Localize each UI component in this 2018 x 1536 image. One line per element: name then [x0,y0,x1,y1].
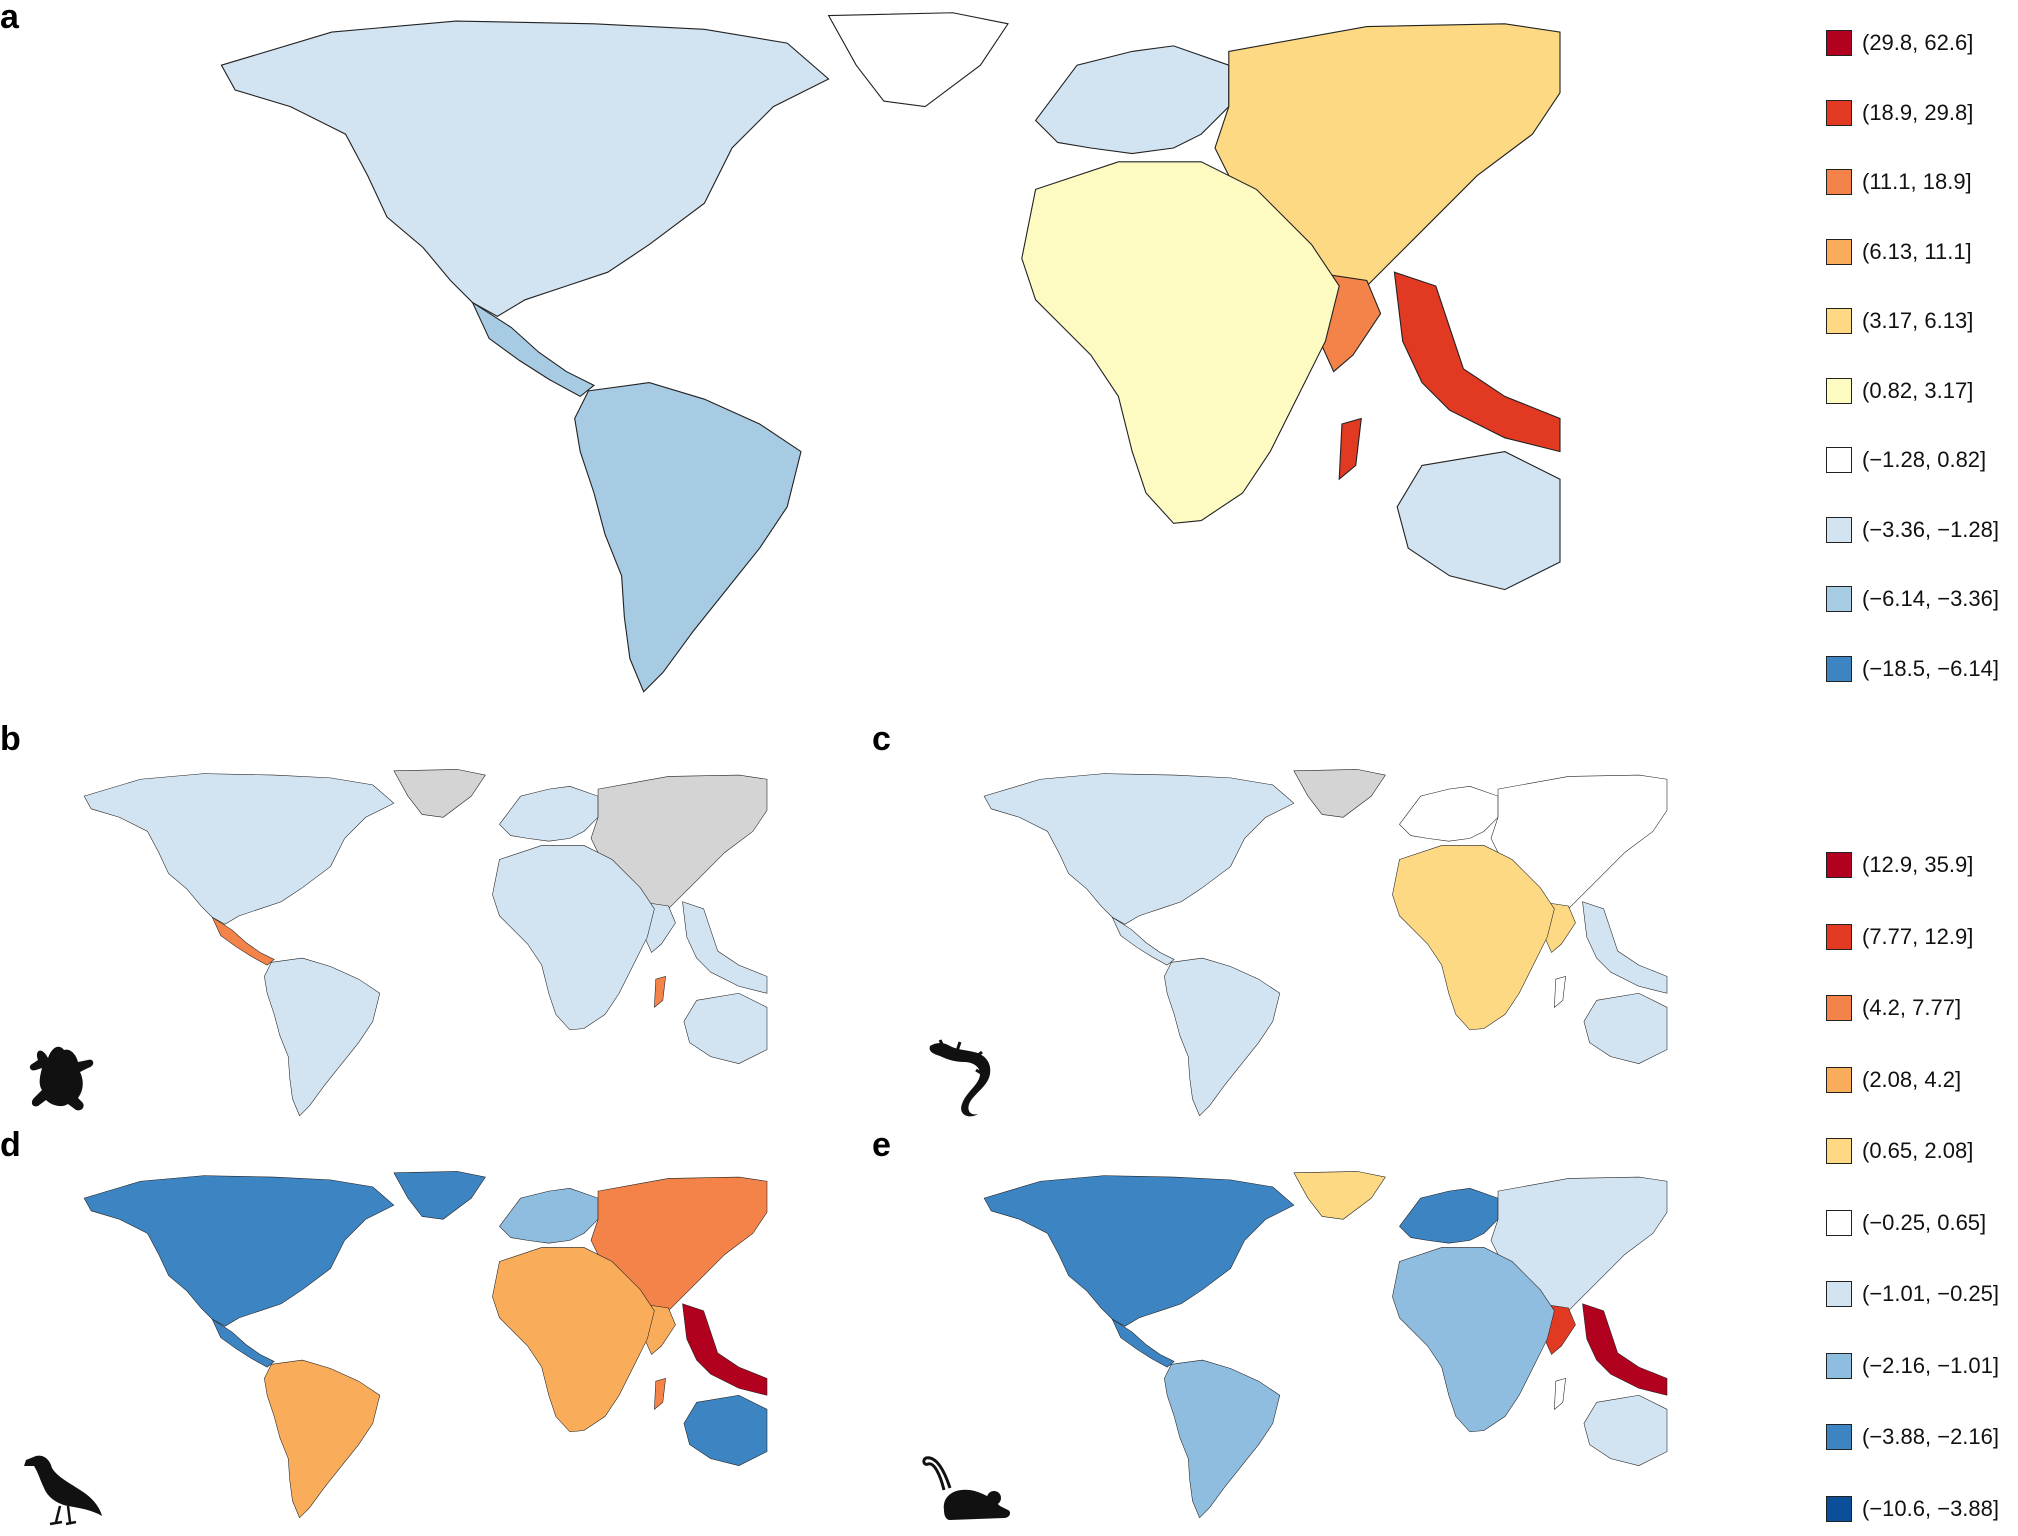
land-madagascar [654,975,666,1008]
legend-swatch [1826,99,1852,126]
land-northAmerica [220,20,830,317]
land-centralAmerica [211,1318,275,1368]
panel-label-e: e [872,1126,891,1164]
land-australia [1396,451,1561,591]
land-australia [1583,1394,1668,1466]
legend-label: (−3.36, −1.28] [1862,516,1999,542]
legend-swatch [1826,1424,1852,1450]
land-southAmerica [1164,1359,1281,1519]
legend-swatch [1826,1352,1852,1379]
land-africa [492,1247,655,1433]
panel-label-d: d [0,1126,21,1164]
land-madagascar [1554,975,1566,1008]
legend-swatch [1826,1495,1852,1522]
land-northAmerica [83,1175,395,1327]
land-seasia [682,901,768,994]
land-seasia [682,1303,768,1396]
panel-label-a: a [0,0,19,36]
land-australia [683,1394,768,1466]
land-greenland [1293,769,1386,818]
land-southAmerica [264,1359,381,1519]
legend-label: (18.9, 29.8] [1862,99,1974,125]
legend-swatch [1826,923,1852,950]
legend-swatch [1826,1281,1852,1307]
legend-label: (−3.88, −2.16] [1862,1424,1999,1449]
legend-label: (−6.14, −3.36] [1862,586,1999,611]
legend-label: (0.65, 2.08] [1862,1138,1974,1163]
world-map-e-mammals [983,1171,1668,1519]
world-map-b-amphibians [83,769,768,1117]
land-africa [492,845,655,1031]
legend-label: (−2.16, −1.01] [1862,1352,1999,1378]
land-africa [1392,1247,1555,1433]
land-madagascar [654,1377,666,1410]
frog-icon [29,1046,94,1111]
legend-label: (−1.01, −0.25] [1862,1281,1999,1306]
panel-label-b: b [0,720,21,758]
land-africa [1392,845,1555,1031]
land-europe [1399,1188,1499,1244]
legend-label: (12.9, 35.9] [1862,852,1974,877]
land-europe [1034,45,1230,155]
legend-swatch [1826,655,1852,682]
legend-label: (−0.25, 0.65] [1862,1209,1987,1235]
legend-label: (6.13, 11.1] [1862,238,1972,264]
legend-swatch [1826,447,1852,473]
world-map-d-birds [83,1171,768,1519]
legend-swatch [1826,1138,1852,1164]
land-australia [683,992,768,1064]
land-seasia [1582,1303,1668,1396]
land-centralAmerica [1111,916,1175,966]
land-australia [1583,992,1668,1064]
land-centralAmerica [471,301,596,398]
legend-label: (7.77, 12.9] [1862,923,1974,949]
legend-swatch [1826,852,1852,878]
panel-label-c: c [872,720,891,758]
legend-label: (3.17, 6.13] [1862,308,1974,333]
legend-label: (4.2, 7.77] [1862,995,1962,1020]
land-madagascar [1338,417,1362,481]
land-seasia [1393,271,1561,453]
legend-swatch [1826,169,1852,195]
land-greenland [393,769,486,818]
legend-swatch [1826,586,1852,612]
legend-swatch [1826,1209,1852,1236]
legend-label: (11.1, 18.9] [1862,169,1972,194]
legend-swatch [1826,516,1852,543]
land-centralAmerica [1111,1318,1175,1368]
legend-label: (29.8, 62.6] [1862,30,1974,55]
land-greenland [1293,1171,1386,1220]
legend-label: (−1.28, 0.82] [1862,447,1987,472]
land-seasia [1582,901,1668,994]
land-madagascar [1554,1377,1566,1410]
land-southAmerica [574,382,802,693]
legend-swatch [1826,995,1852,1021]
legend-swatch [1826,1066,1852,1093]
legend-label: (2.08, 4.2] [1862,1066,1962,1092]
land-centralAmerica [211,916,275,966]
legend-swatch [1826,238,1852,265]
land-greenland [827,12,1009,108]
land-europe [499,1188,599,1244]
mouse-icon [922,1456,1011,1520]
legend-swatch [1826,308,1852,334]
legend-label: (−18.5, −6.14] [1862,655,1999,681]
legend-swatch [1826,30,1852,56]
legend-swatch [1826,377,1852,404]
land-northAmerica [83,773,395,925]
bird-icon [24,1455,102,1526]
land-europe [499,786,599,842]
land-southAmerica [264,957,381,1117]
land-northAmerica [983,773,1295,925]
land-southAmerica [1164,957,1281,1117]
legend-label: (0.82, 3.17] [1862,377,1974,403]
legend-label: (−10.6, −3.88] [1862,1495,1999,1521]
land-northAmerica [983,1175,1295,1327]
lizard-icon [929,1039,991,1117]
world-map-a [220,12,1561,693]
world-map-c-reptiles [983,769,1668,1117]
land-africa [1021,161,1340,524]
land-greenland [393,1171,486,1220]
land-europe [1399,786,1499,842]
